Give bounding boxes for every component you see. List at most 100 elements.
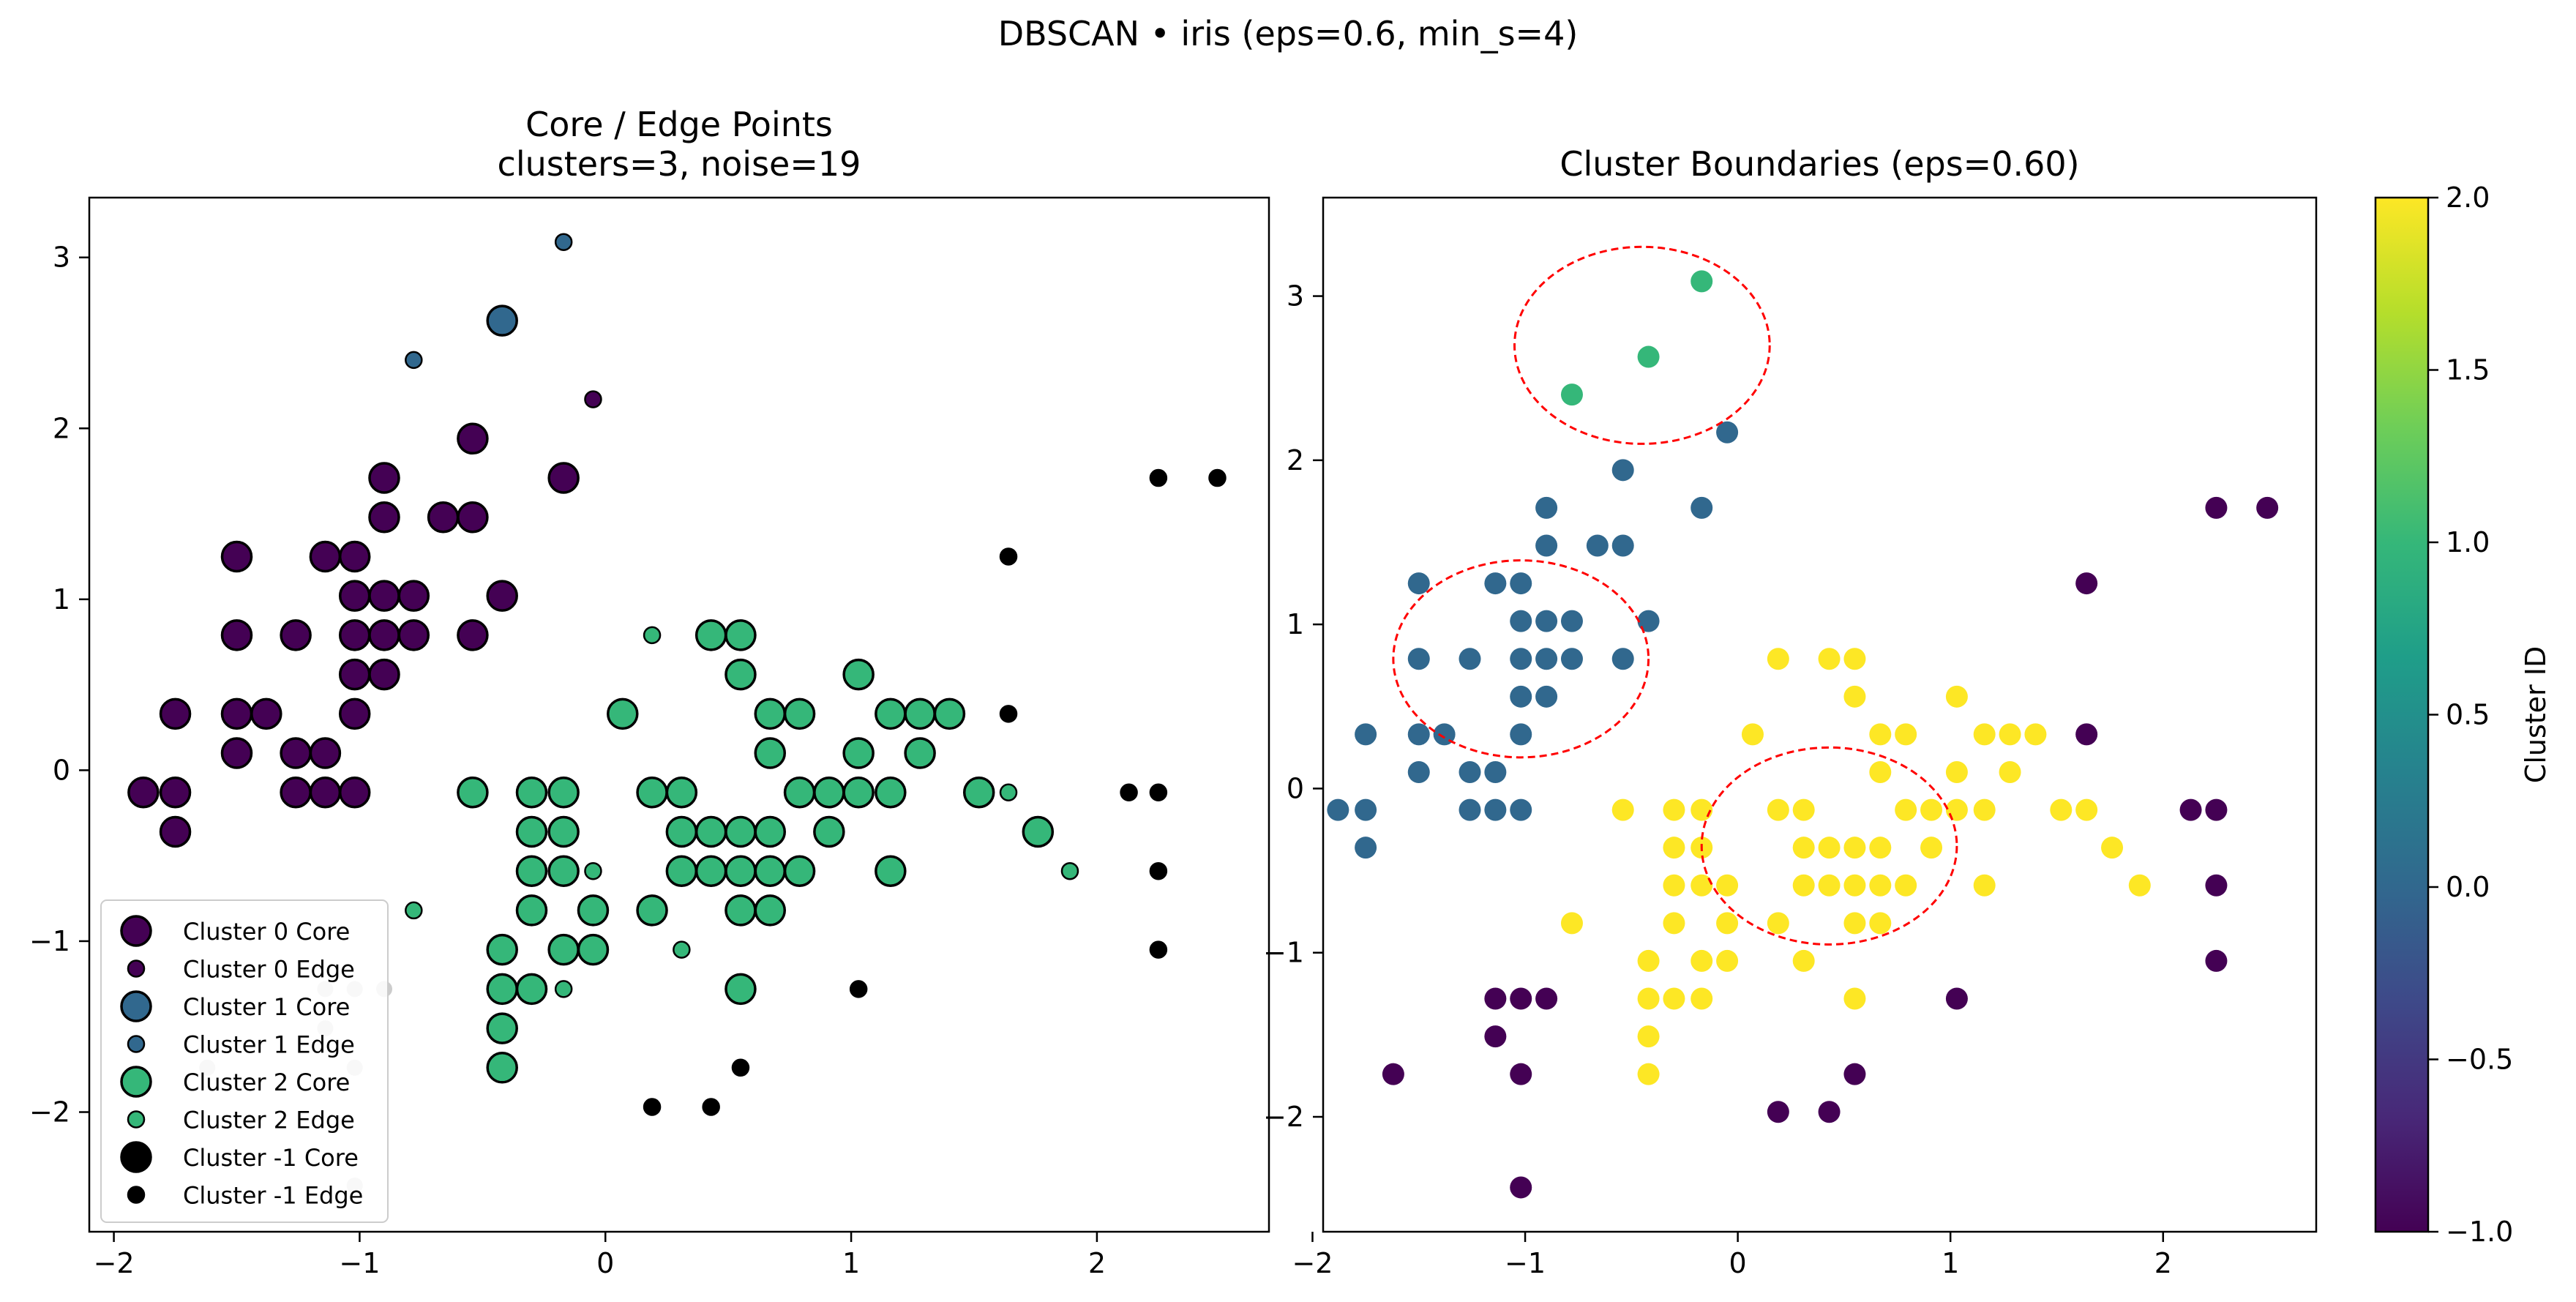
cluster-point [2075,572,2098,595]
right-ytick-label: 2 [1287,444,1304,476]
cluster-point [1690,949,1713,972]
core-point [368,580,400,612]
right-xtick-label: −1 [1505,1247,1546,1279]
cluster-point [2050,798,2073,821]
cluster-point [1459,761,1481,783]
cluster-point [1843,987,1866,1010]
core-point [665,815,698,848]
core-point [724,619,757,651]
legend-label: Cluster 2 Edge [183,1107,355,1134]
core-point [457,777,489,809]
core-point [754,737,787,769]
legend-marker [120,990,152,1022]
cluster-point [1716,949,1739,972]
colorbar-tick-label: 1.0 [2446,526,2490,558]
cluster-point [1611,534,1634,557]
cluster-point [1690,987,1713,1010]
cluster-point [1510,987,1532,1010]
core-point [309,737,342,769]
core-point [457,619,489,651]
cluster-point [1484,987,1507,1010]
cluster-point [1716,874,1739,897]
cluster-point [1999,723,2021,746]
cluster-point [1637,949,1660,972]
cluster-point [1355,798,1377,821]
cluster-point [2024,723,2047,746]
cluster-point [2101,837,2124,859]
edge-point [1120,783,1138,802]
colorbar-bar [2374,196,2430,1233]
right-ytick-label: 0 [1287,772,1304,804]
core-point [875,855,907,887]
cluster-point [1792,874,1815,897]
cluster-point [1560,648,1583,670]
edge-point [849,980,868,998]
cluster-point [1895,723,1917,746]
core-point [220,697,253,730]
cluster-point [1767,912,1789,935]
cluster-point [1637,987,1660,1010]
core-point [607,697,639,730]
cluster-point [1535,534,1558,557]
core-point [875,697,907,730]
core-point [486,1052,518,1084]
core-point [783,855,816,887]
cluster-point [1945,685,1968,708]
cluster-point [1637,610,1660,632]
core-point [724,658,757,691]
core-point [159,697,192,730]
core-point [724,815,757,848]
edge-point [405,351,423,370]
left-panel-subtitle-line: clusters=3, noise=19 [498,144,861,184]
edge-point [554,980,573,998]
core-point [783,697,816,730]
cluster-point [1382,1063,1404,1085]
core-point [397,619,430,651]
core-point [547,815,580,848]
colorbar: −1.0 −0.5 0.0 0.5 1.0 1.5 2.0 Cluster ID [2374,182,2552,1248]
core-point [486,933,518,966]
cluster-point [1535,648,1558,670]
cluster-point [2179,798,2202,821]
core-point [577,933,610,966]
right-axes-frame [1322,196,2318,1233]
cluster-point [1407,648,1430,670]
core-point [159,777,192,809]
core-point [338,697,371,730]
cluster-point [1869,723,1892,746]
left-panel-title-line: Core / Edge Points [525,105,833,144]
legend-label: Cluster 1 Edge [183,1031,355,1059]
core-point [694,855,727,887]
cluster-point [1716,912,1739,935]
core-point [220,737,253,769]
cluster-point [1407,761,1430,783]
cluster-point [1663,912,1685,935]
cluster-point [1355,723,1377,746]
colorbar-tick-label: −0.5 [2446,1044,2513,1076]
edge-point [999,547,1018,566]
legend-label: Cluster 2 Core [183,1069,350,1096]
cluster-point [1843,912,1866,935]
edge-point [1149,861,1168,880]
cluster-point [1920,798,1943,821]
core-point [457,501,489,534]
core-point [515,855,548,887]
left-ytick-label: 1 [53,583,70,616]
cluster-point [2205,496,2228,519]
core-point [665,777,698,809]
left-ytick-label: −1 [29,925,70,957]
legend-label: Cluster -1 Core [183,1144,359,1172]
core-point [665,855,698,887]
cluster-point [1510,723,1532,746]
core-point [754,815,787,848]
cluster-point [1818,1101,1841,1123]
core-point [427,501,460,534]
cluster-point [1535,987,1558,1010]
cluster-point [2205,798,2228,821]
core-point [280,777,312,809]
core-point [1022,815,1055,848]
edge-point [673,940,691,959]
right-xtick-label: 1 [1942,1247,1959,1279]
cluster-point [1792,798,1815,821]
